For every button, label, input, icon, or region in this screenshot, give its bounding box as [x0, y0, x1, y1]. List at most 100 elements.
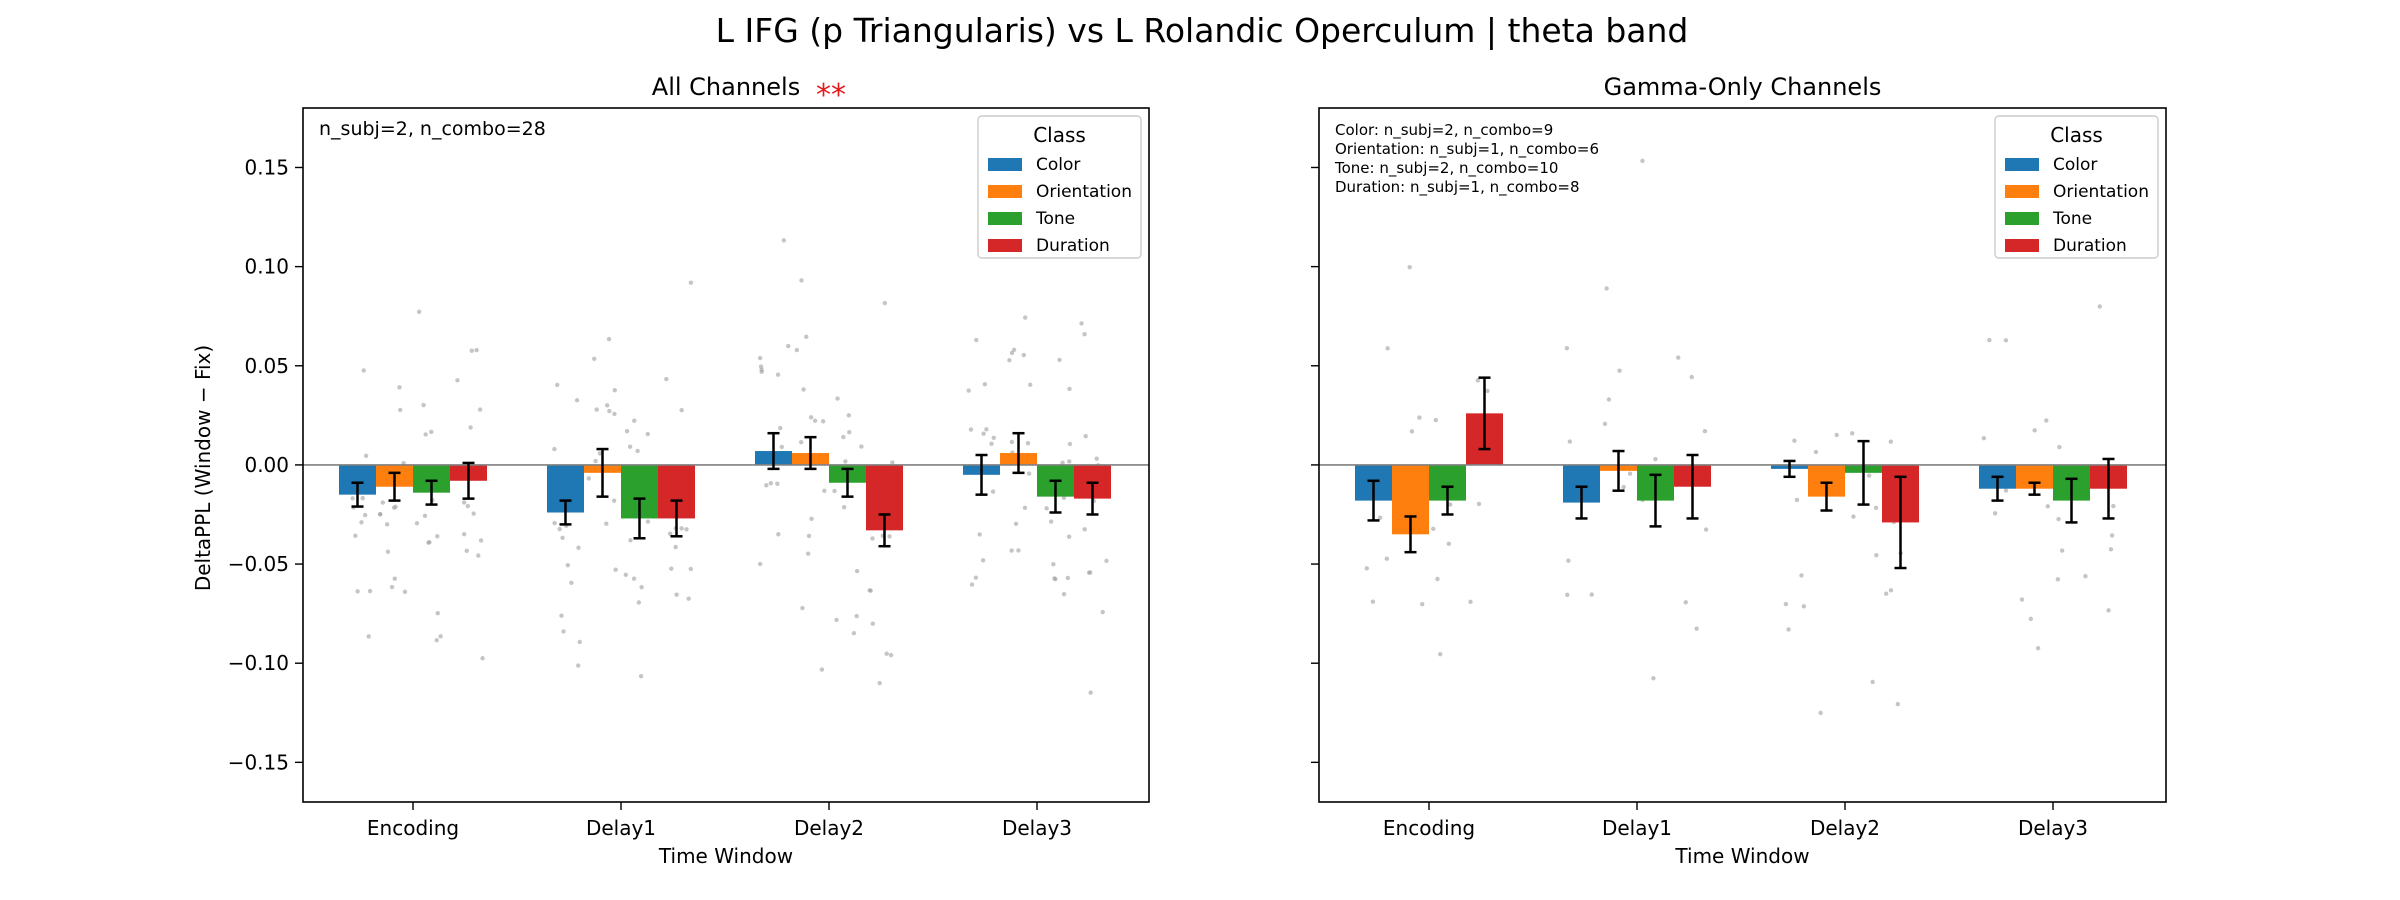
data-point — [990, 489, 996, 494]
data-point — [870, 536, 875, 541]
error-bar — [1478, 376, 1491, 451]
data-point — [686, 596, 691, 601]
data-point — [1883, 591, 1889, 596]
data-point — [1057, 357, 1062, 363]
data-point — [778, 425, 783, 431]
data-point — [1676, 355, 1681, 360]
data-point — [2044, 418, 2049, 423]
data-point — [688, 566, 694, 572]
data-point — [1438, 651, 1443, 657]
data-point — [613, 567, 618, 572]
error-bar — [388, 471, 401, 502]
data-point — [847, 430, 852, 435]
data-point — [794, 347, 800, 353]
data-point — [1061, 591, 1067, 597]
data-point — [2035, 646, 2041, 651]
data-point — [384, 522, 390, 527]
data-point — [1799, 573, 1804, 578]
data-point — [981, 431, 986, 436]
data-point — [798, 439, 804, 445]
legend-label-tone: Tone — [2052, 209, 2092, 229]
data-point — [1794, 497, 1800, 503]
data-point — [1888, 439, 1894, 444]
data-point — [775, 481, 780, 486]
data-point — [1703, 527, 1709, 532]
data-point — [2108, 547, 2114, 552]
data-point — [1818, 710, 1823, 716]
error-bar — [1086, 481, 1099, 516]
data-point — [974, 337, 979, 343]
error-bar — [1441, 485, 1454, 516]
data-point — [427, 539, 432, 545]
data-point — [1067, 386, 1072, 392]
y-tick-label: −0.10 — [228, 651, 289, 675]
data-point — [1417, 415, 1422, 420]
data-point — [1051, 562, 1056, 567]
data-point — [1895, 701, 1901, 707]
error-bar — [1991, 475, 2004, 502]
error-bar — [767, 431, 780, 471]
data-point — [559, 613, 564, 618]
x-axis-label: Time Window — [1674, 844, 1809, 868]
data-point — [841, 434, 846, 440]
data-point — [2097, 304, 2102, 309]
data-point — [867, 588, 872, 593]
data-point — [1007, 358, 1012, 363]
data-point — [984, 427, 989, 432]
legend-swatch-duration — [2005, 239, 2039, 252]
data-point — [2056, 516, 2061, 522]
data-point — [577, 639, 582, 645]
data-point — [846, 413, 851, 418]
y-tick-label: −0.05 — [228, 552, 289, 576]
data-point — [2106, 608, 2111, 613]
data-point — [391, 505, 397, 510]
data-point — [968, 427, 974, 432]
data-point — [1435, 576, 1440, 582]
data-point — [1694, 626, 1699, 631]
data-point — [1834, 432, 1839, 438]
data-point — [1013, 521, 1019, 526]
data-point — [1602, 421, 1608, 427]
data-point — [576, 545, 581, 550]
data-point — [636, 600, 642, 605]
data-point — [476, 553, 481, 558]
error-bar — [633, 497, 646, 540]
data-point — [1026, 471, 1032, 476]
data-point — [471, 511, 476, 516]
error-bar — [2028, 481, 2041, 496]
data-point — [1874, 552, 1879, 558]
data-point — [684, 527, 689, 532]
data-point — [822, 488, 827, 493]
data-point — [969, 582, 975, 587]
error-bar — [841, 467, 854, 498]
data-point — [688, 280, 694, 285]
data-point — [1786, 627, 1791, 632]
data-point — [350, 496, 355, 501]
x-tick-label: Delay2 — [1810, 816, 1880, 840]
data-point — [465, 503, 471, 509]
data-point — [759, 369, 764, 375]
data-point — [851, 630, 857, 636]
y-tick-label: −0.15 — [228, 750, 289, 774]
data-point — [1683, 600, 1688, 605]
data-point — [1565, 592, 1570, 598]
data-point — [1873, 505, 1879, 511]
data-point — [1564, 346, 1570, 351]
error-bar — [1012, 431, 1025, 475]
data-point — [800, 605, 805, 611]
legend-swatch-duration — [988, 239, 1022, 252]
data-point — [1067, 459, 1072, 464]
data-point — [1082, 527, 1087, 532]
data-point — [888, 652, 894, 658]
axes-frame — [302, 107, 1150, 803]
data-point — [1617, 368, 1622, 373]
data-point — [1419, 601, 1425, 607]
y-tick-label: 0.15 — [244, 155, 289, 179]
data-point — [2083, 573, 2088, 579]
data-point — [1370, 599, 1376, 604]
data-point — [594, 407, 599, 412]
data-point — [402, 589, 408, 595]
data-point — [1083, 433, 1088, 439]
panel-title: All Channels — [652, 73, 800, 101]
y-axis-label: DeltaPPL (Window − Fix) — [191, 345, 215, 591]
